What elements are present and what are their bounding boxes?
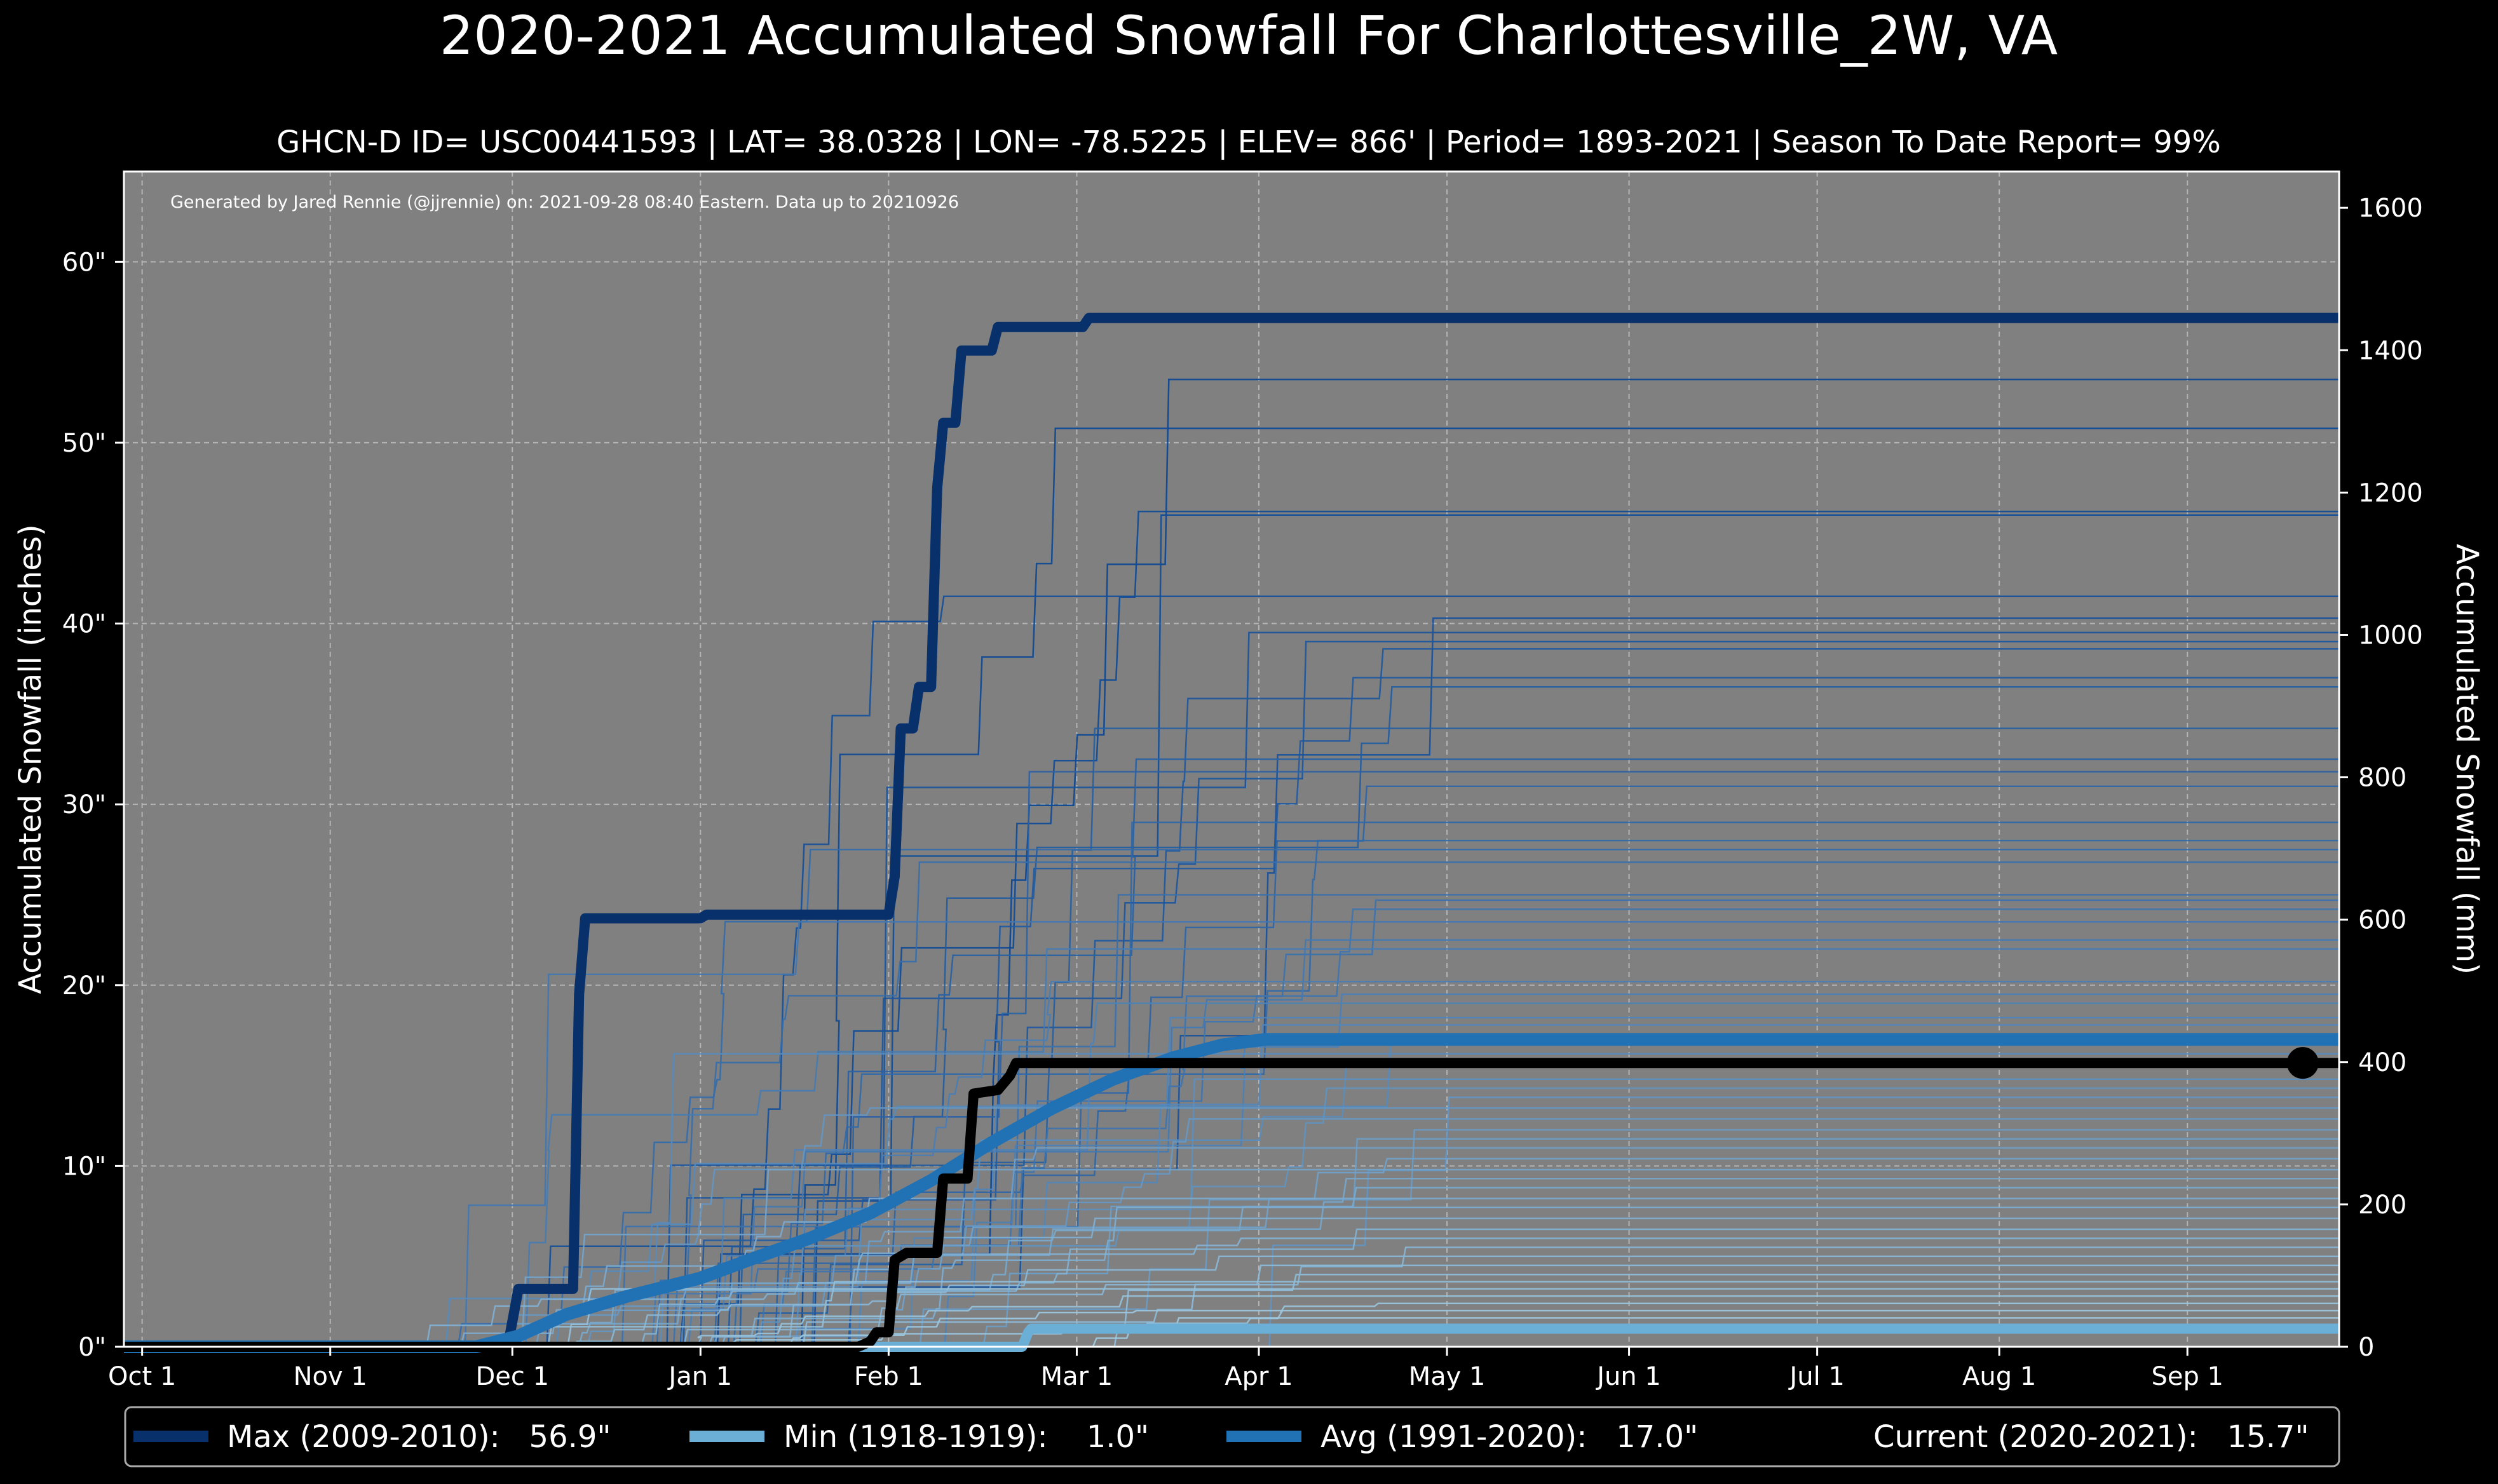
y-tick-label: 60"	[62, 248, 106, 277]
plot-frame	[123, 170, 2340, 1348]
x-tick-label: Jun 1	[1595, 1362, 1661, 1391]
legend-label-avg: Avg (1991-2020): 17.0"	[1320, 1419, 1698, 1455]
y-axis-label: Accumulated Snowfall (inches)	[13, 524, 48, 994]
y2-axis-ticks: 0 200 400 600 800 1000 1200 1400 1600	[2339, 194, 2423, 1362]
max-season-line	[124, 313, 2339, 1352]
historical-season-line	[124, 685, 2339, 1348]
legend-item-current: Current (2020-2021): 15.7"	[1776, 1419, 2309, 1455]
current-season-line	[124, 1058, 2339, 1352]
y-tick-label: 50"	[62, 429, 106, 458]
x-tick-label: Mar 1	[1041, 1362, 1113, 1391]
avg-season-line	[124, 1033, 2339, 1353]
y-tick-label: 0"	[78, 1333, 106, 1362]
historical-season-line	[124, 921, 2339, 1348]
x-tick-label: Nov 1	[294, 1362, 367, 1391]
y-tick-label: 20"	[62, 971, 106, 1001]
chart-subtitle: GHCN-D ID= USC00441593 | LAT= 38.0328 | …	[276, 125, 2221, 160]
y-tick-label: 40"	[62, 610, 106, 639]
historical-season-line	[124, 1107, 2339, 1348]
x-tick-label: Jan 1	[667, 1362, 732, 1391]
legend-item-min: Min (1918-1919): 1.0"	[689, 1419, 1149, 1455]
y2-tick-label: 800	[2358, 764, 2406, 793]
historical-season-line	[124, 640, 2339, 1348]
chart-title: 2020-2021 Accumulated Snowfall For Charl…	[440, 4, 2058, 67]
historical-season-line	[124, 908, 2339, 1348]
historical-season-line	[124, 1228, 2339, 1348]
legend-item-max: Max (2009-2010): 56.9"	[133, 1419, 611, 1455]
y2-tick-label: 200	[2358, 1191, 2406, 1220]
x-tick-label: Oct 1	[108, 1362, 176, 1391]
x-tick-label: Jul 1	[1788, 1362, 1844, 1391]
y2-axis-label: Accumulated Snowfall (mm)	[2449, 544, 2485, 975]
x-axis-ticks: Oct 1 Nov 1 Dec 1 Jan 1 Feb 1 Mar 1 Apr 1 May 1…	[108, 1347, 2223, 1391]
historical-season-line	[124, 617, 2339, 1348]
legend-label-max: Max (2009-2010): 56.9"	[227, 1419, 611, 1455]
historical-season-line	[124, 631, 2339, 1348]
x-tick-label: Apr 1	[1225, 1362, 1293, 1391]
x-tick-label: May 1	[1409, 1362, 1486, 1391]
legend-item-avg: Avg (1991-2020): 17.0"	[1226, 1419, 1698, 1455]
historical-season-line	[124, 1065, 2339, 1348]
legend: Max (2009-2010): 56.9" Min (1918-1919): …	[124, 1406, 2340, 1467]
y-tick-label: 30"	[62, 790, 106, 820]
x-tick-label: Sep 1	[2151, 1362, 2223, 1391]
x-tick-label: Dec 1	[475, 1362, 549, 1391]
historical-season-line	[124, 1178, 2339, 1348]
credit-text: Generated by Jared Rennie (@jjrennie) on…	[170, 192, 959, 212]
historical-season-line	[124, 1246, 2339, 1348]
historical-season-line	[124, 1237, 2339, 1348]
historical-season-line	[124, 1295, 2339, 1348]
y2-tick-label: 1600	[2358, 194, 2423, 223]
y-axis-ticks: 0" 10" 20" 30" 40" 50" 60"	[62, 248, 124, 1362]
y-tick-label: 10"	[62, 1152, 106, 1181]
historical-season-line	[124, 1273, 2339, 1348]
historical-season-line	[124, 771, 2339, 1348]
x-tick-label: Feb 1	[854, 1362, 923, 1391]
legend-label-current: Current (2020-2021): 15.7"	[1873, 1419, 2309, 1455]
historical-season-line	[124, 948, 2339, 1348]
current-value-marker	[2286, 1047, 2319, 1079]
y2-tick-label: 1200	[2358, 478, 2423, 508]
y2-tick-label: 0	[2358, 1333, 2374, 1362]
historical-season-line	[124, 1053, 2339, 1348]
historical-season-line	[124, 899, 2339, 1348]
legend-label-min: Min (1918-1919): 1.0"	[784, 1419, 1149, 1455]
historical-season-line	[124, 595, 2339, 1348]
historical-season-line	[124, 1255, 2339, 1348]
y2-tick-label: 400	[2358, 1048, 2406, 1077]
y2-tick-label: 600	[2358, 906, 2406, 935]
historical-season-line	[124, 993, 2339, 1348]
x-tick-label: Aug 1	[1962, 1362, 2036, 1391]
historical-season-line	[124, 677, 2339, 1348]
y2-tick-label: 1400	[2358, 336, 2423, 365]
highlighted-series	[124, 313, 2339, 1353]
historical-season-line	[124, 510, 2339, 1348]
historical-season-line	[124, 427, 2339, 1348]
historical-season-line	[124, 980, 2339, 1348]
y2-tick-label: 1000	[2358, 621, 2423, 650]
